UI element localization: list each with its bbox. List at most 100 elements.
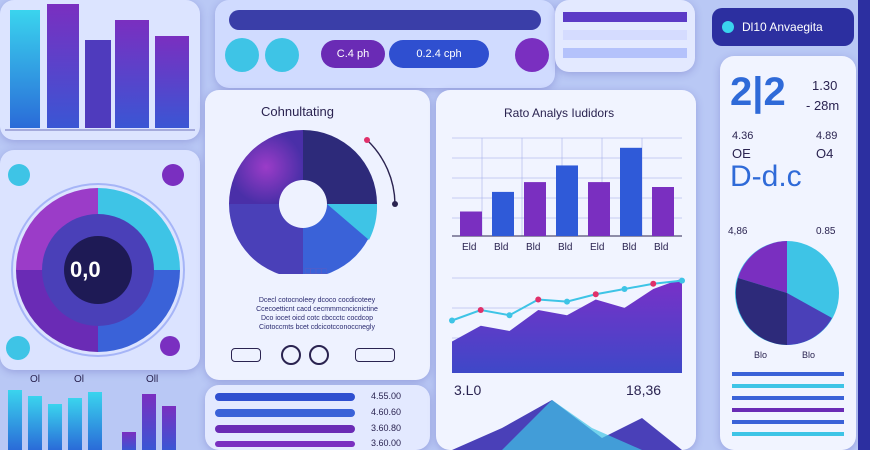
analysis-bar-label-3: Bld xyxy=(526,242,540,253)
analysis-area-chart xyxy=(449,277,685,373)
list-bar-2 xyxy=(215,409,355,417)
gauge-chart xyxy=(11,183,185,357)
top-left-bar-chart xyxy=(5,4,195,131)
list-bar-4 xyxy=(215,441,355,447)
row-1-left: 4.36 xyxy=(732,130,754,142)
donut-tag: □□□□ xyxy=(305,266,327,276)
pill-left-label: C.4 ph xyxy=(336,48,370,60)
body-line-1: Dcecl cotocnoleey dcoco cocdicoteey xyxy=(258,297,376,304)
area-point-9 xyxy=(679,277,685,284)
row-1-right: 4.89 xyxy=(816,130,838,142)
pie-label-right: 0.85 xyxy=(816,226,836,237)
pie-bottom-right: Blo xyxy=(802,350,816,360)
metric-1: 1.30 xyxy=(812,78,838,93)
toolbar-circle-2[interactable] xyxy=(265,38,299,72)
area-point-7 xyxy=(621,286,628,292)
table-row-1 xyxy=(563,12,687,22)
gauge-panel: 0,0 xyxy=(0,150,200,370)
analysis-bar-6 xyxy=(620,147,642,236)
badge-dot-icon xyxy=(722,21,734,33)
toolbar-panel: C.4 ph 0.2.4 cph xyxy=(215,0,555,88)
far-right-panel: 2|2 1.30 - 28m 4.36 4.89 OE O4 D-d.c 4,8… xyxy=(720,56,856,450)
top-table-panel xyxy=(555,0,695,72)
analysis-bottom-polygon xyxy=(452,400,682,450)
right-edge-strip xyxy=(858,0,870,450)
analysis-bar-1 xyxy=(460,211,482,236)
analysis-bar-7 xyxy=(652,187,674,236)
analysis-title: Rato Analys Iudidors xyxy=(504,106,615,120)
badge-label: Dl10 Anvaegita xyxy=(742,20,823,34)
center-panel-title: Cohnultating xyxy=(261,104,334,119)
far-right-list xyxy=(732,372,844,436)
list-bar-3 xyxy=(215,425,355,433)
row-2-right: O4 xyxy=(816,146,834,161)
area-point-2 xyxy=(477,307,484,313)
top-left-bar-panel xyxy=(0,0,200,140)
metric-2: - 28m xyxy=(806,98,840,113)
bar-1 xyxy=(10,10,40,128)
area-point-3 xyxy=(506,312,513,319)
analysis-bar-label-6: Bld xyxy=(622,242,636,253)
analysis-bar-label-4: Bld xyxy=(558,242,572,253)
stat-left: 3.L0 xyxy=(454,382,482,398)
gauge-bottom-left-icon[interactable] xyxy=(6,336,30,360)
analysis-bar-3 xyxy=(524,182,546,236)
analysis-bar-chart: Eld Bld Bld Bld Eld Bld Bld xyxy=(452,137,682,253)
pill-right-button[interactable]: 0.2.4 cph xyxy=(389,40,489,68)
center-control-mid-1[interactable] xyxy=(281,345,301,365)
top-input-bar[interactable] xyxy=(229,10,541,30)
donut-chart xyxy=(229,130,398,274)
area-point-4 xyxy=(535,296,542,303)
list-value-4: 3.60.00 xyxy=(371,438,402,448)
center-control-left[interactable] xyxy=(231,348,261,362)
analysis-bar-4 xyxy=(556,165,578,236)
pie-label-left: 4,86 xyxy=(728,226,748,237)
analysis-bar-2 xyxy=(492,191,514,236)
list-value-1: 4.55.00 xyxy=(371,391,402,401)
center-control-right[interactable] xyxy=(355,348,395,362)
row-2-left: OE xyxy=(732,146,751,161)
body-line-3: Dco iocet oicd cotc cbccctc cocdcop xyxy=(260,315,374,322)
top-right-badge[interactable]: Dl10 Anvaegita xyxy=(712,8,854,46)
bottom-list-panel: 4.55.00 4.60.60 3.60.80 3.60.00 xyxy=(205,385,430,450)
code-text: D-d.c xyxy=(730,160,802,193)
center-control-mid-2[interactable] xyxy=(309,345,329,365)
small-label-1: Ol xyxy=(30,374,40,385)
area-point-6 xyxy=(592,291,599,298)
bottom-left-bars: Ol Ol Oll xyxy=(0,372,200,450)
analysis-bar-5 xyxy=(588,182,610,236)
bottom-left-bar-chart xyxy=(8,390,176,450)
area-series-1 xyxy=(452,278,682,373)
center-panel: Cohnultating □□□□ Dcecl cotocnoleey dcoc… xyxy=(205,90,430,380)
pill-left-button[interactable]: C.4 ph xyxy=(321,40,385,68)
bar-4 xyxy=(115,20,149,128)
analysis-bar-label-5: Eld xyxy=(590,242,604,253)
small-label-2: Ol xyxy=(74,374,84,385)
small-label-3: Oll xyxy=(146,374,159,385)
far-right-pie-chart xyxy=(735,241,839,345)
gauge-top-left-icon[interactable] xyxy=(8,164,30,186)
pill-right-label: 0.2.4 cph xyxy=(416,48,462,60)
table-row-2 xyxy=(563,30,687,40)
toolbar-circle-1[interactable] xyxy=(225,38,259,72)
analysis-bar-label-2: Bld xyxy=(494,242,508,253)
area-point-8 xyxy=(650,280,657,287)
analysis-bar-label-7: Bld xyxy=(654,242,668,253)
body-line-2: Ccecoetticnt cacd cecmmmcncicnictine xyxy=(256,306,378,313)
gauge-bottom-right-icon[interactable] xyxy=(160,336,180,356)
table-row-3 xyxy=(563,48,687,58)
analysis-bar-label-1: Eld xyxy=(462,242,476,253)
gauge-value: 0,0 xyxy=(70,257,101,282)
bar-2 xyxy=(47,4,79,128)
big-number: 2|2 xyxy=(730,70,786,114)
body-text-block: Dcecl cotocnoleey dcoco cocdicoteey Ccec… xyxy=(219,296,415,332)
toolbar-circle-3[interactable] xyxy=(515,38,549,72)
bar-3 xyxy=(85,40,111,128)
area-point-1 xyxy=(449,317,455,324)
body-line-4: Ciotoccmts bcet cdcicotcconoccnegly xyxy=(259,324,375,331)
pie-bottom-left: Blo xyxy=(754,350,768,360)
list-value-2: 4.60.60 xyxy=(371,407,402,417)
gauge-top-right-icon[interactable] xyxy=(162,164,184,186)
list-value-3: 3.60.80 xyxy=(371,423,402,433)
analysis-panel: Rato Analys Iudidors Eld Bld Bld Bld Eld Bld B… xyxy=(436,90,696,450)
